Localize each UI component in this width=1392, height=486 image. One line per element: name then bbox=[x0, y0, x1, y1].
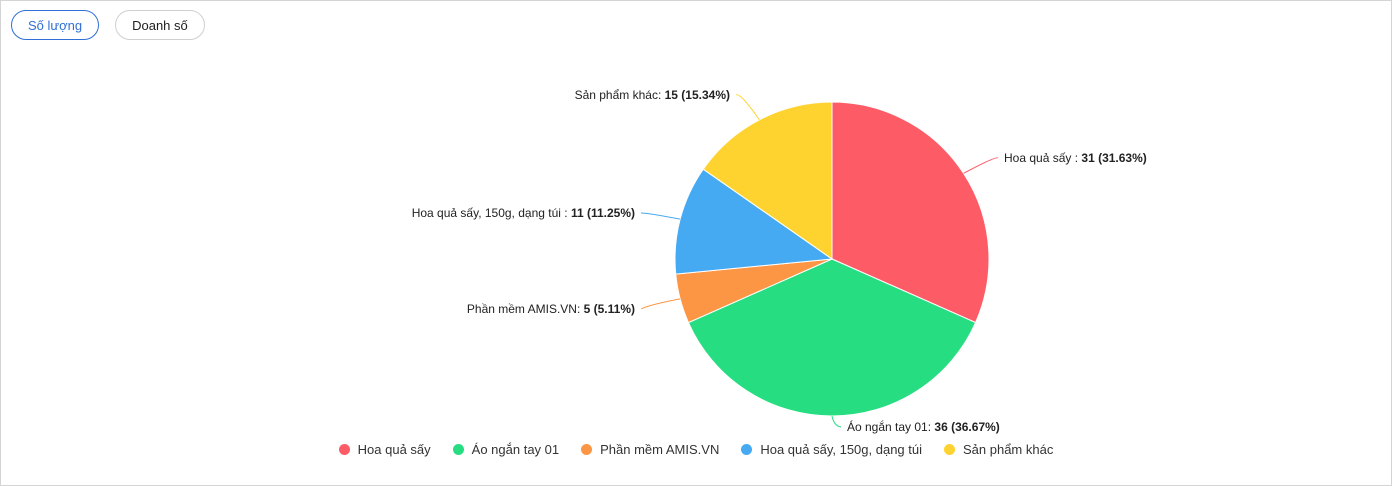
legend-item[interactable]: Sản phẩm khác bbox=[944, 442, 1053, 457]
label-connector bbox=[640, 298, 681, 310]
legend-label: Hoa quả sấy bbox=[357, 442, 431, 457]
chart-legend: Hoa quả sấy Áo ngắn tay 01 Phần mềm AMIS.V… bbox=[0, 442, 1392, 457]
legend-marker bbox=[338, 444, 350, 455]
tab-quantity[interactable]: Số lượng bbox=[11, 10, 100, 40]
legend-label: Phần mềm AMIS.VN bbox=[600, 442, 720, 457]
legend-label: Hoa quả sấy, 150g, dạng túi bbox=[760, 442, 922, 457]
legend-label: Áo ngắn tay 01 bbox=[471, 442, 560, 457]
tab-revenue[interactable]: Doanh số bbox=[115, 10, 205, 40]
data-label: Áo ngắn tay 01: 36 (36.67%) bbox=[847, 419, 1000, 434]
data-label: Hoa quả sấy : 31 (31.63%) bbox=[1004, 151, 1147, 165]
data-label: Phần mềm AMIS.VN: 5 (5.11%) bbox=[467, 302, 635, 316]
label-connector bbox=[831, 415, 842, 428]
pie-slice[interactable] bbox=[674, 168, 834, 275]
legend-item[interactable]: Hoa quả sấy, 150g, dạng túi bbox=[741, 442, 922, 457]
legend-item[interactable]: Áo ngắn tay 01 bbox=[452, 442, 560, 457]
legend-item[interactable]: Hoa quả sấy bbox=[338, 442, 431, 457]
label-connector bbox=[735, 94, 760, 121]
metric-tabs: Số lượng Doanh số bbox=[11, 10, 205, 40]
data-label: Sản phẩm khác: 15 (15.34%) bbox=[575, 88, 730, 102]
legend-marker bbox=[581, 444, 593, 455]
legend-label: Sản phẩm khác bbox=[963, 442, 1054, 457]
label-connector bbox=[963, 157, 999, 174]
legend-marker bbox=[944, 444, 955, 455]
legend-marker bbox=[741, 444, 753, 455]
legend-item[interactable]: Phần mềm AMIS.VN bbox=[581, 442, 719, 457]
label-connector bbox=[640, 212, 681, 220]
legend-marker bbox=[452, 444, 464, 455]
pie-slice[interactable] bbox=[687, 258, 977, 417]
data-label: Hoa quả sấy, 150g, dạng túi : 11 (11.25%… bbox=[412, 206, 635, 220]
pie-slice[interactable] bbox=[702, 101, 833, 260]
